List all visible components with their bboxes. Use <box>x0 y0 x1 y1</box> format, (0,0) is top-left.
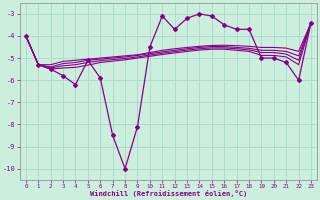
X-axis label: Windchill (Refroidissement éolien,°C): Windchill (Refroidissement éolien,°C) <box>90 190 247 197</box>
